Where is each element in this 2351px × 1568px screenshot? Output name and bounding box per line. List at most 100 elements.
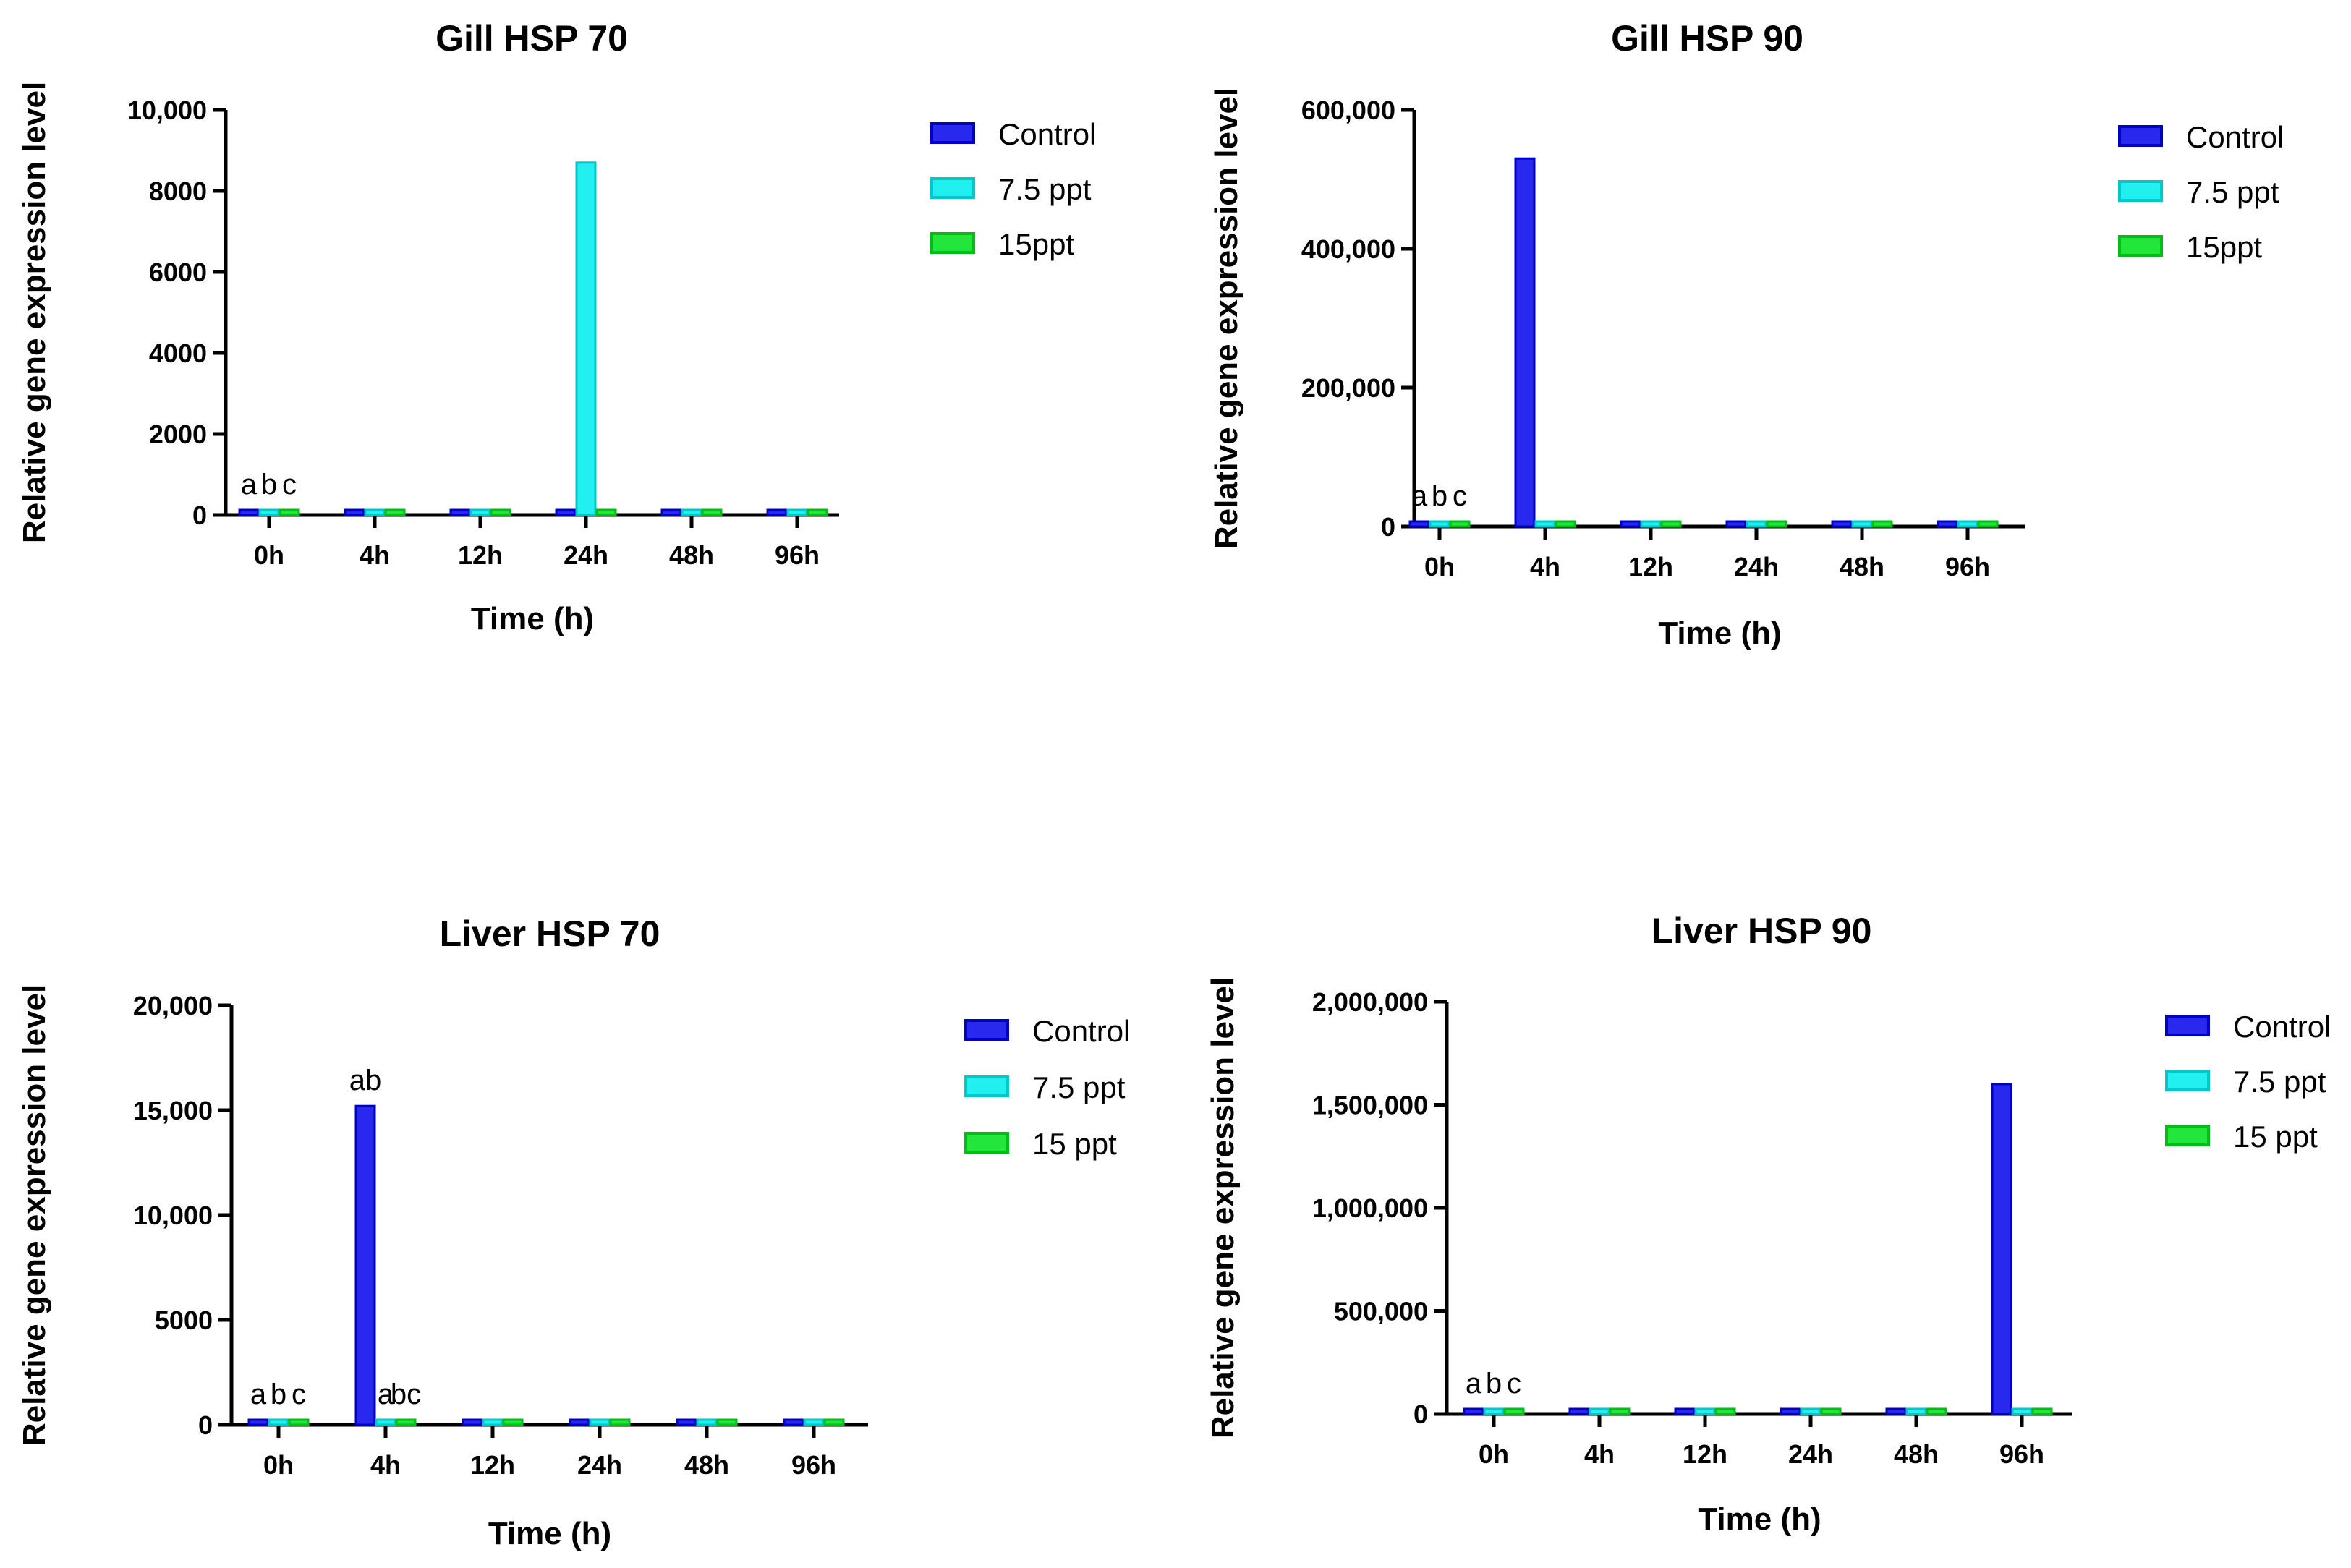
bar-7.5-ppt-4h	[375, 1418, 396, 1426]
bar-15ppt-12h	[490, 508, 511, 516]
bar-7.5-ppt-48h	[1851, 520, 1873, 528]
x-tick-label: 0h	[1424, 552, 1455, 581]
bar-7.5-ppt-96h	[786, 508, 808, 516]
bar-7.5-ppt-0h	[268, 1418, 289, 1426]
bar-7.5-ppt-12h	[482, 1418, 503, 1426]
bar-control-48h	[1831, 520, 1853, 528]
bar-7.5-ppt-12h	[469, 508, 491, 516]
y-tick-label: 20,000	[133, 991, 213, 1021]
bar-7.5-ppt-4h	[1534, 520, 1556, 528]
significance-label: c	[1507, 1368, 1521, 1399]
y-axis-label: Relative gene expression level	[1205, 977, 1241, 1439]
bar-control-0h	[1408, 520, 1430, 528]
y-tick-label: 2,000,000	[1312, 987, 1428, 1017]
legend-label: 7.5 ppt	[2233, 1065, 2326, 1099]
bar-control-0h	[1463, 1407, 1484, 1415]
bar-7.5-ppt-48h	[681, 508, 702, 516]
legend-label: Control	[998, 117, 1096, 151]
y-tick-label: 1,500,000	[1312, 1091, 1428, 1120]
x-tick-label: 48h	[1840, 552, 1884, 581]
bar-control-12h	[462, 1418, 483, 1426]
x-tick-label: 96h	[775, 540, 820, 570]
bar-control-4h	[1568, 1407, 1590, 1415]
x-tick-label: 0h	[263, 1450, 294, 1480]
bar-15ppt-48h	[1871, 520, 1893, 528]
bar-7.5-ppt-24h	[589, 1418, 611, 1426]
bar-15-ppt-24h	[1820, 1407, 1842, 1415]
y-axis-label: Relative gene expression level	[1209, 88, 1244, 549]
bar-15-ppt-12h	[1714, 1407, 1736, 1415]
y-tick-label: 2000	[149, 419, 207, 449]
bar-control-48h	[1885, 1407, 1907, 1415]
chart-1: Gill HSP 70 0 2000 4000 6000 8000 10,000 0h 4h 12…	[17, 18, 1096, 636]
significance-label: b	[1486, 1368, 1502, 1399]
bar-15-ppt-12h	[502, 1418, 524, 1426]
y-tick-label: 200,000	[1301, 373, 1395, 403]
chart-3: Liver HSP 70 0 5000 10,000 15,000 20,000 0h 4h 1…	[17, 913, 1130, 1551]
x-tick-label: 4h	[1584, 1439, 1615, 1469]
bar-7.5-ppt-96h	[2011, 1407, 2033, 1415]
bar-7.5-ppt-96h	[803, 1418, 825, 1426]
legend-label: 15 ppt	[1032, 1127, 1117, 1161]
legend-label: 7.5 ppt	[1032, 1070, 1126, 1104]
bar-15ppt-4h	[1555, 520, 1576, 528]
bar-7.5-ppt-0h	[258, 508, 280, 516]
significance-label: a	[378, 1379, 394, 1410]
y-tick-label: 1,000,000	[1312, 1193, 1428, 1223]
chart-title: Gill HSP 90	[1611, 18, 1803, 59]
x-tick-label: 48h	[669, 540, 714, 570]
y-tick-label: 400,000	[1301, 234, 1395, 264]
x-tick-label: 0h	[1479, 1439, 1509, 1469]
bar-15ppt-48h	[701, 508, 723, 516]
bar-control-48h	[676, 1418, 697, 1426]
y-tick-label: 5000	[155, 1305, 213, 1335]
significance-label: c	[282, 469, 297, 500]
bar-control-24h	[1780, 1407, 1801, 1415]
legend-swatch-15ppt	[2118, 235, 2163, 257]
chart-title: Liver HSP 70	[440, 913, 660, 954]
legend-label: Control	[1032, 1014, 1130, 1048]
legend-label: Control	[2233, 1010, 2331, 1044]
bar-15ppt-0h	[1449, 520, 1471, 528]
significance-label: a	[241, 469, 258, 500]
bar-control-4h	[354, 1104, 376, 1426]
y-tick-label: 10,000	[127, 95, 207, 125]
significance-label: b	[1432, 480, 1447, 512]
bar-control-24h	[569, 1418, 590, 1426]
bar-15-ppt-96h	[2031, 1407, 2053, 1415]
bar-15ppt-96h	[1977, 520, 1999, 528]
bar-7.5-ppt-48h	[696, 1418, 718, 1426]
significance-label: a	[1466, 1368, 1482, 1399]
legend-swatch-control	[2165, 1015, 2210, 1036]
significance-label: b	[261, 469, 277, 500]
bar-control-12h	[1620, 520, 1641, 528]
x-tick-label: 96h	[1945, 552, 1990, 581]
legend-swatch-15-ppt	[964, 1132, 1009, 1154]
legend-swatch-15ppt	[930, 232, 975, 254]
x-tick-label: 4h	[360, 540, 390, 570]
x-tick-label: 96h	[1999, 1439, 2044, 1469]
x-axis-label: Time (h)	[1658, 615, 1781, 651]
x-tick-label: 96h	[791, 1450, 836, 1480]
bar-control-12h	[1674, 1407, 1696, 1415]
legend-label: 15 ppt	[2233, 1120, 2318, 1154]
bar-7.5-ppt-24h	[1800, 1407, 1821, 1415]
bar-15-ppt-0h	[288, 1418, 310, 1426]
bar-15ppt-96h	[807, 508, 828, 516]
bar-15-ppt-0h	[1503, 1407, 1525, 1415]
legend-swatch-control	[964, 1019, 1009, 1041]
x-axis-label: Time (h)	[488, 1516, 611, 1551]
bar-7.5-ppt-48h	[1905, 1407, 1927, 1415]
significance-label: bc	[391, 1379, 421, 1410]
significance-label: a	[250, 1379, 267, 1410]
bar-7.5-ppt-0h	[1483, 1407, 1505, 1415]
chart-title: Gill HSP 70	[435, 18, 628, 59]
legend-label: Control	[2186, 120, 2284, 154]
y-tick-label: 4000	[149, 338, 207, 368]
bar-control-24h	[555, 508, 577, 516]
x-tick-label: 48h	[1894, 1439, 1939, 1469]
significance-label: a	[1411, 480, 1428, 512]
significance-label: b	[271, 1379, 286, 1410]
x-axis-label: Time (h)	[471, 601, 594, 636]
